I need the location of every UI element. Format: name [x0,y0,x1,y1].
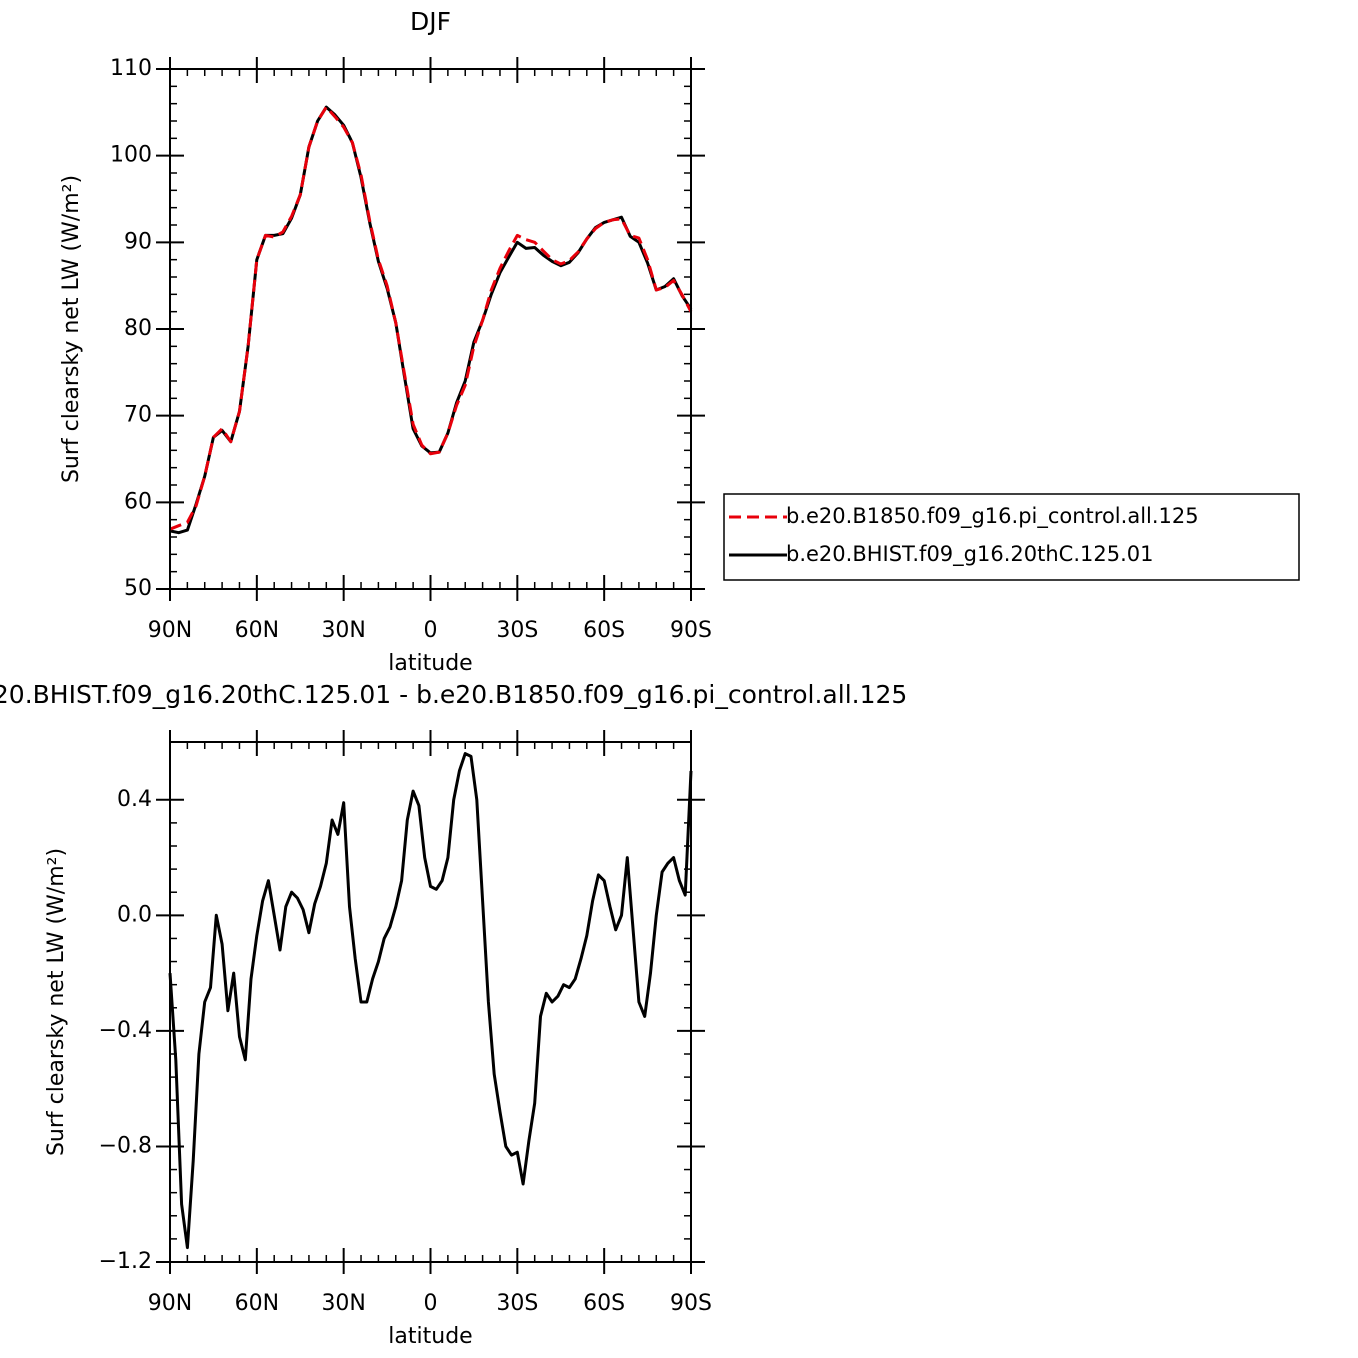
x-tick-label: 0 [424,618,438,643]
x-tick-label: 90S [670,1291,712,1316]
x-axis-label: latitude [388,1324,472,1349]
chart-title: b.e20.BHIST.f09_g16.20thC.125.01 - b.e20… [0,680,907,709]
series-line [169,105,693,535]
y-tick-label: −0.8 [99,1133,152,1158]
x-tick-label: 90S [670,618,712,643]
y-tick-label: −0.4 [99,1018,152,1043]
x-tick-label: 30N [321,1291,365,1316]
plot-frame [169,68,692,590]
plot-frame [169,741,692,1263]
x-tick-label: 60S [583,1291,625,1316]
y-tick-label: 60 [124,489,152,514]
x-tick-label: 30S [496,1291,538,1316]
x-tick-label: 0 [424,1291,438,1316]
y-tick-label: 0.4 [117,787,152,812]
x-tick-label: 90N [148,618,192,643]
y-tick-label: 110 [110,56,152,81]
y-tick-label: 100 [110,143,152,168]
legend-box [723,493,1300,581]
y-tick-label: 0.0 [117,902,152,927]
x-tick-label: 90N [148,1291,192,1316]
y-axis-label: Surf clearsky net LW (W/m²) [44,848,69,1156]
y-tick-label: 70 [124,403,152,428]
x-tick-label: 60N [235,618,279,643]
x-axis-label: latitude [388,651,472,676]
series-line [169,105,693,531]
series-line [168,752,693,1250]
x-tick-label: 60S [583,618,625,643]
y-axis-label: Surf clearsky net LW (W/m²) [59,175,84,483]
y-tick-label: 50 [124,576,152,601]
y-tick-label: 90 [124,229,152,254]
y-tick-label: −1.2 [99,1249,152,1274]
x-tick-label: 60N [235,1291,279,1316]
y-tick-label: 80 [124,316,152,341]
x-tick-label: 30N [321,618,365,643]
x-tick-label: 30S [496,618,538,643]
legend-label: b.e20.BHIST.f09_g16.20thC.125.01 [786,542,1153,567]
chart-title: DJF [410,7,451,36]
legend-label: b.e20.B1850.f09_g16.pi_control.all.125 [786,504,1199,529]
